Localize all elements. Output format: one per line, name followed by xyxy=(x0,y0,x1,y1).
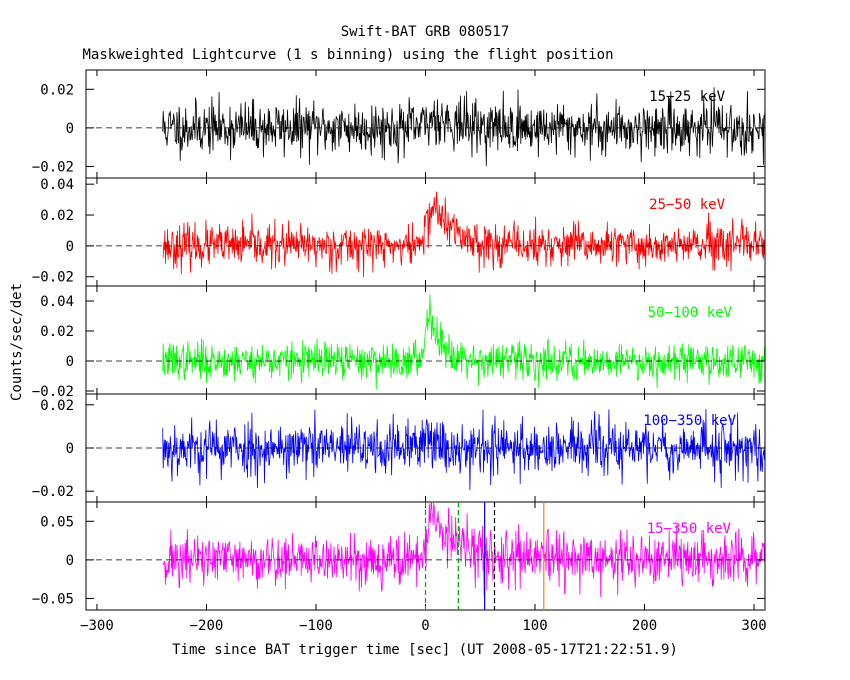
panel-5: −0.05 0 0.05 15−350 keV xyxy=(32,501,766,611)
y-tick-label-2-1: 0 xyxy=(66,239,74,255)
series-trace-1 xyxy=(162,87,766,167)
y-tick-label-2-0: −0.02 xyxy=(32,270,74,286)
x-tick-label-2: −100 xyxy=(299,618,333,634)
x-tick-label-1: −200 xyxy=(190,618,224,634)
series-trace-5 xyxy=(162,502,766,598)
y-axis-label: Counts/sec/det xyxy=(9,283,25,401)
y-tick-label-5-2: 0.05 xyxy=(40,514,74,530)
band-label-3: 50−100 keV xyxy=(648,305,733,321)
band-label-1: 15−25 keV xyxy=(649,89,725,105)
x-axis-label: Time since BAT trigger time [sec] (UT 20… xyxy=(172,642,678,658)
y-tick-label-1-1: 0 xyxy=(66,121,74,137)
y-tick-label-3-3: 0.04 xyxy=(40,294,74,310)
y-tick-label-2-2: 0.02 xyxy=(40,208,74,224)
y-tick-label-1-2: 0.02 xyxy=(40,82,74,98)
y-tick-label-4-1: 0 xyxy=(66,441,74,457)
y-tick-label-3-1: 0 xyxy=(66,354,74,370)
series-trace-2 xyxy=(162,191,766,278)
y-tick-label-3-0: −0.02 xyxy=(32,384,74,400)
y-tick-label-5-0: −0.05 xyxy=(32,591,74,607)
panel-2: −0.02 0 0.02 0.04 25−50 keV xyxy=(32,177,766,287)
x-tick-label-6: 300 xyxy=(741,618,766,634)
series-trace-3 xyxy=(162,294,766,390)
band-label-4: 100−350 keV xyxy=(643,413,736,429)
band-label-5: 15−350 keV xyxy=(647,521,732,537)
chart-subtitle: Maskweighted Lightcurve (1 s binning) us… xyxy=(82,47,613,63)
panel-1: −0.02 0 0.02 15−25 keV xyxy=(32,69,766,179)
y-tick-label-3-2: 0.02 xyxy=(40,324,74,340)
chart-title: Swift-BAT GRB 080517 xyxy=(341,24,510,40)
y-tick-label-4-2: 0.02 xyxy=(40,398,74,414)
y-tick-label-4-0: −0.02 xyxy=(32,484,74,500)
series-trace-4 xyxy=(162,408,766,491)
x-tick-label-4: 100 xyxy=(522,618,547,634)
x-tick-label-5: 200 xyxy=(632,618,657,634)
y-tick-label-1-0: −0.02 xyxy=(32,159,74,175)
y-tick-label-5-1: 0 xyxy=(66,553,74,569)
panels-group: −0.02 0 0.02 15−25 keV −0.02 0 0.02 0.04 25−50 k… xyxy=(32,69,767,634)
band-label-2: 25−50 keV xyxy=(649,197,725,213)
y-tick-label-2-3: 0.04 xyxy=(40,177,74,193)
panel-frame-3 xyxy=(85,285,766,395)
panel-4: −0.02 0 0.02 100−350 keV xyxy=(32,393,766,503)
panel-3: −0.02 0 0.02 0.04 50−100 keV xyxy=(32,285,766,400)
x-tick-label-3: 0 xyxy=(421,618,429,634)
x-tick-label-0: −300 xyxy=(80,618,114,634)
